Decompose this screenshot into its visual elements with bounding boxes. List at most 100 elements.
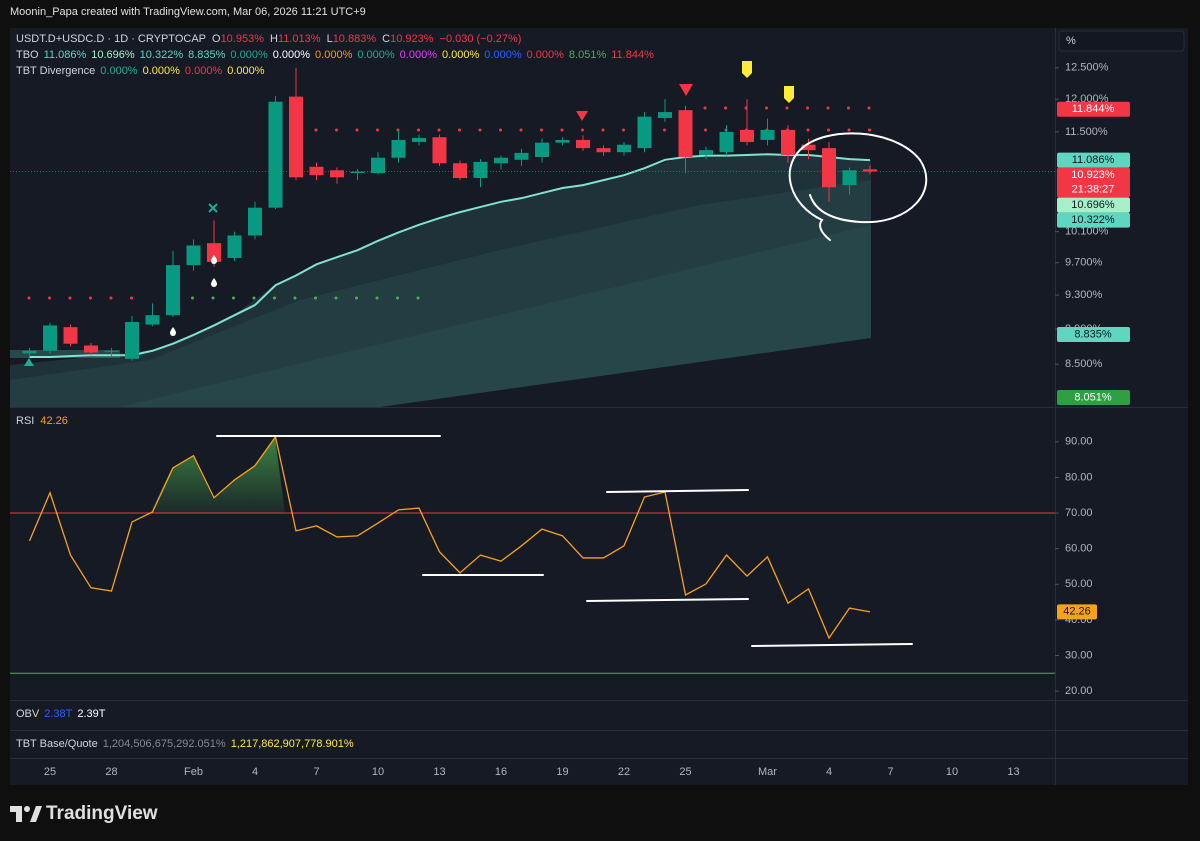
legend-item: 8.051% bbox=[569, 49, 607, 61]
legend-item: 8.835% bbox=[188, 49, 226, 61]
sell-marker bbox=[576, 111, 588, 121]
candle-body bbox=[576, 139, 590, 149]
x-tick-label: 22 bbox=[618, 766, 630, 778]
candle-body bbox=[125, 322, 139, 359]
rsi-overbought-fill bbox=[150, 437, 285, 513]
legend-item: C bbox=[382, 33, 390, 45]
obv-legend: OBV 2.38T 2.39T bbox=[16, 708, 106, 720]
candle-body bbox=[289, 96, 303, 178]
y-tick-label: 30.00 bbox=[1065, 649, 1093, 661]
legend-item: 0.000% bbox=[100, 65, 138, 77]
candle-body bbox=[760, 129, 775, 140]
legend-item: 0.000% bbox=[185, 65, 223, 77]
candle-body bbox=[637, 116, 652, 149]
separators bbox=[10, 28, 1188, 785]
y-tick-label: 10.100% bbox=[1065, 226, 1109, 238]
candle-body bbox=[801, 144, 816, 151]
candle-body bbox=[63, 327, 78, 344]
unit-button[interactable] bbox=[1058, 30, 1185, 52]
drop-marker bbox=[211, 278, 217, 287]
hand-line bbox=[586, 598, 749, 602]
legend-item: 1,217,862,907,778.901% bbox=[231, 738, 354, 750]
price-badge bbox=[1057, 167, 1130, 198]
plot: 12.500%12.000%11.500%10.100%9.700%9.300%… bbox=[10, 62, 1109, 697]
legend-item: 0.000% bbox=[227, 65, 265, 77]
chart-panel bbox=[10, 28, 1188, 785]
candle-body bbox=[514, 152, 529, 160]
x-tick-label: 13 bbox=[433, 766, 445, 778]
y-tick-label: 50.00 bbox=[1065, 578, 1093, 590]
legend-item: 0.000% bbox=[357, 49, 395, 61]
legend-item: TBO bbox=[16, 49, 39, 61]
legend-item: 0.000% bbox=[273, 49, 311, 61]
price-badge bbox=[1057, 101, 1130, 117]
price-badge-label: 8.051% bbox=[1074, 391, 1112, 403]
candle-body bbox=[330, 170, 344, 178]
drop-marker bbox=[211, 255, 217, 264]
x-tick-label: Mar bbox=[758, 766, 777, 778]
pin-marker bbox=[784, 86, 794, 103]
y-tick-label: 11.500% bbox=[1065, 126, 1108, 138]
candle-body bbox=[104, 350, 119, 352]
price-badge bbox=[1057, 212, 1130, 228]
candle-body bbox=[658, 112, 672, 118]
y-tick-label: 80.00 bbox=[1065, 471, 1093, 483]
countdown: 21:38:27 bbox=[1072, 183, 1115, 195]
tbo-cloud-inner bbox=[10, 180, 871, 407]
rsi-legend: RSI 42.26 bbox=[16, 415, 68, 427]
price-badge bbox=[1057, 327, 1130, 343]
legend-item: 42.26 bbox=[40, 415, 68, 427]
axis-unit[interactable]: % bbox=[1066, 35, 1076, 47]
candle-body bbox=[740, 129, 754, 142]
candle-body bbox=[617, 144, 631, 153]
legend-item: 0.000% bbox=[527, 49, 565, 61]
legend-item: 10.322% bbox=[140, 49, 184, 61]
candle-body bbox=[781, 129, 795, 155]
candle-body bbox=[494, 157, 508, 164]
y-tick-label: 90.00 bbox=[1065, 436, 1093, 448]
rsi-line bbox=[28, 435, 871, 640]
symbol-legend: USDT.D+USDC.D · 1D · CRYPTOCAP O10.953% H1… bbox=[16, 33, 521, 45]
tbt-legend: TBT Base/Quote 1,204,506,675,292.051% 1,21… bbox=[16, 738, 354, 750]
price-badge-label: 10.322% bbox=[1071, 214, 1115, 226]
credit: Moonin_Papa created with TradingView.com… bbox=[10, 6, 366, 18]
legend-item: 10.923% bbox=[390, 33, 434, 45]
candle-body bbox=[43, 325, 57, 351]
y-tick-label: 9.700% bbox=[1065, 257, 1103, 269]
legend-item: 2.39T bbox=[77, 708, 105, 720]
legend-item: 0.000% bbox=[442, 49, 480, 61]
candle-body bbox=[166, 265, 180, 316]
rsi-badge-label: 42.26 bbox=[1063, 606, 1091, 618]
cross-marker bbox=[208, 203, 218, 213]
candle-body bbox=[555, 139, 570, 143]
legend-item: −0.030 (−0.27%) bbox=[440, 33, 522, 45]
legend-item: 0.000% bbox=[315, 49, 353, 61]
candle-body bbox=[391, 139, 406, 158]
y-tick-label: 9.300% bbox=[1065, 289, 1103, 301]
legend-item: 10.953% bbox=[221, 33, 265, 45]
price-badge bbox=[1057, 390, 1130, 405]
candle-body bbox=[350, 171, 365, 174]
x-tick-label: 25 bbox=[679, 766, 691, 778]
x-tick-label: 13 bbox=[1007, 766, 1019, 778]
candle-body bbox=[145, 315, 160, 325]
candle-body bbox=[719, 131, 734, 153]
legend-item: 1,204,506,675,292.051% bbox=[103, 738, 226, 750]
legend-item: 0.000% bbox=[484, 49, 522, 61]
candle-body bbox=[473, 161, 488, 179]
price-badge-label: 10.696% bbox=[1071, 199, 1115, 211]
logo bbox=[10, 806, 42, 822]
hand-line bbox=[606, 489, 749, 493]
rsi-badge bbox=[1057, 604, 1097, 620]
pin-marker bbox=[742, 61, 752, 78]
candle-body bbox=[863, 169, 877, 172]
tbo-cloud bbox=[10, 155, 871, 407]
legend-item: RSI bbox=[16, 415, 34, 427]
candle-body bbox=[227, 235, 242, 258]
x-tick-label: 16 bbox=[495, 766, 507, 778]
candle-body bbox=[453, 163, 467, 179]
x-tick-label: 10 bbox=[946, 766, 958, 778]
y-tick-label: 60.00 bbox=[1065, 543, 1093, 555]
legend-item: L bbox=[327, 33, 333, 45]
